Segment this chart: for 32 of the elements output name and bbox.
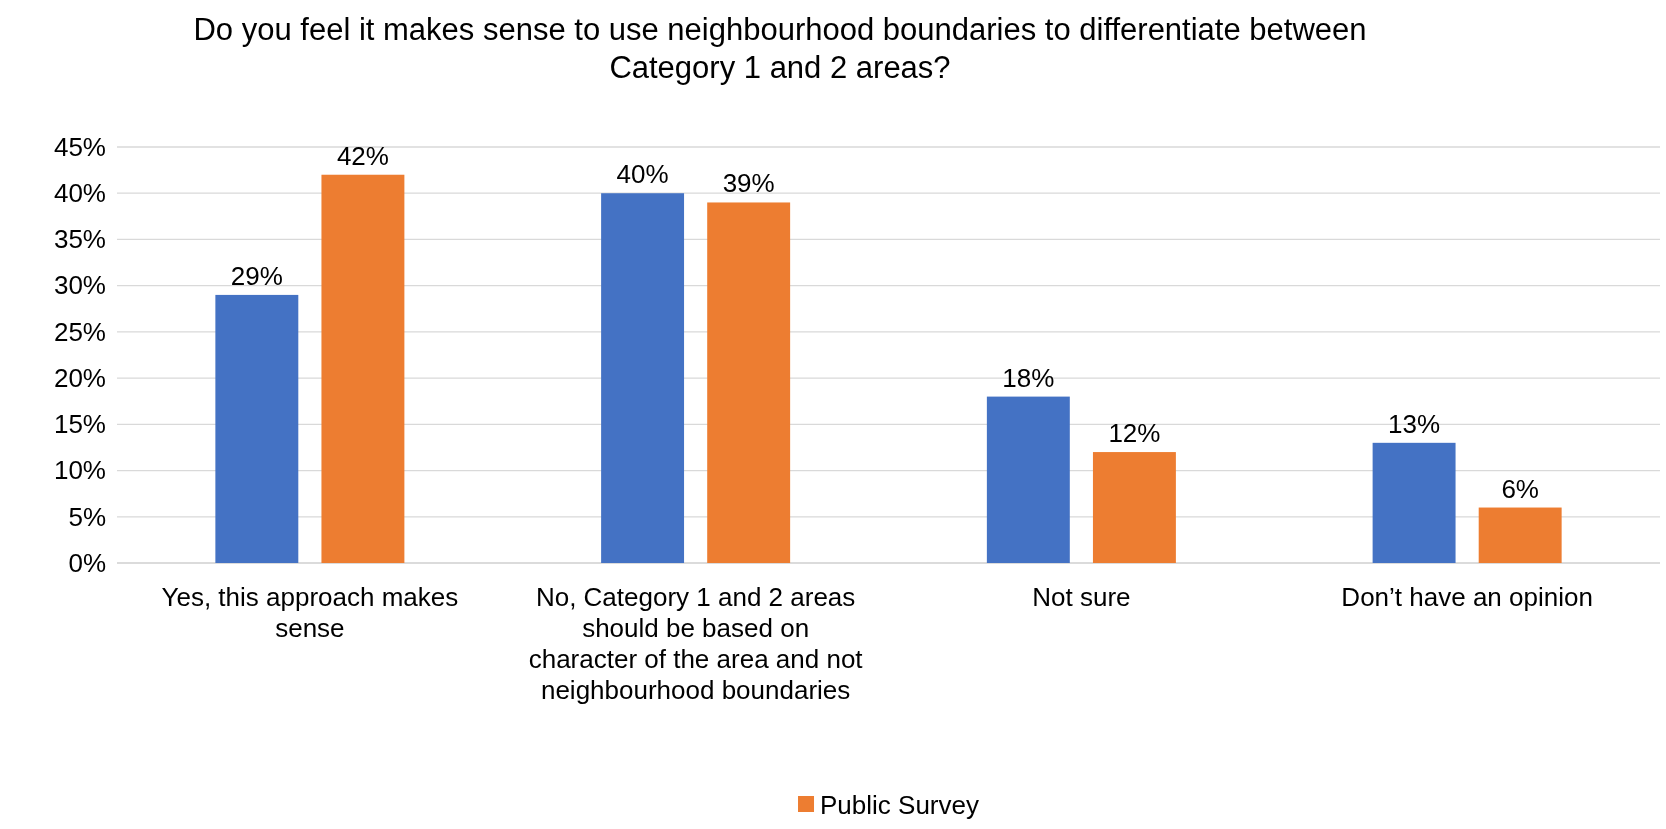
bar: [1372, 442, 1456, 563]
data-label: 39%: [722, 168, 775, 199]
bar: [986, 396, 1070, 563]
bar: [1092, 452, 1176, 563]
x-tick-label: Not sure: [1032, 582, 1131, 612]
x-tick-label: No, Category 1 and 2 areas should be based on character of the area and not neighbourhood boundaries: [528, 582, 864, 705]
y-tick-label: 45%: [53, 131, 106, 162]
data-label: 42%: [336, 140, 389, 171]
bar: [707, 202, 791, 563]
data-label: 12%: [1108, 418, 1161, 449]
y-tick-label: 0%: [68, 547, 106, 578]
y-tick-label: 5%: [68, 501, 106, 532]
chart-title: Do you feel it makes sense to use neighbourhood boundaries to differentiate between Category 1 and 2 areas?: [193, 12, 1367, 85]
bar: [215, 294, 299, 563]
y-tick-label: 25%: [53, 316, 106, 347]
data-label: 29%: [230, 260, 283, 291]
y-tick-label: 30%: [53, 270, 106, 301]
y-tick-label: 10%: [53, 455, 106, 486]
y-tick-label: 40%: [53, 178, 106, 209]
bar: [1478, 507, 1562, 563]
data-label: 6%: [1501, 473, 1539, 504]
bar: [321, 174, 405, 563]
data-label: 18%: [1002, 362, 1055, 393]
legend-label: Public Survey: [820, 790, 979, 821]
y-tick-label: 15%: [53, 409, 106, 440]
data-label: 13%: [1388, 408, 1441, 439]
x-tick-label: Yes, this approach makes sense: [161, 582, 459, 643]
y-tick-label: 20%: [53, 362, 106, 393]
y-tick-label: 35%: [53, 224, 106, 255]
data-label: 40%: [616, 159, 669, 190]
x-tick-label: Don’t have an opinion: [1341, 582, 1593, 612]
bar: [601, 193, 685, 563]
